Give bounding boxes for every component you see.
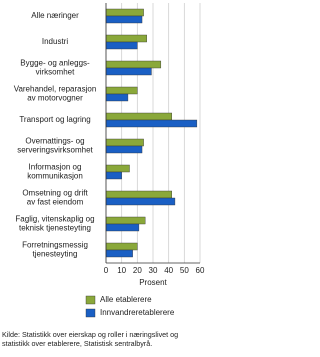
x-tick-label: 0: [104, 266, 109, 275]
bar: [105, 41, 138, 50]
x-tick-label: 40: [164, 266, 173, 275]
y-tick-label: Transport og lagring: [19, 115, 90, 124]
legend-label: Alle etablerere: [100, 295, 152, 304]
bar: [105, 112, 173, 121]
y-tick-label: Forretningsmessig tjenesteyting: [22, 241, 88, 259]
bar: [105, 197, 176, 206]
x-tick-label: 20: [133, 266, 142, 275]
bar: [105, 93, 129, 102]
legend-swatch: [85, 308, 96, 318]
y-tick-label: Omsetning og drift av fast eiendom: [22, 189, 88, 207]
bar: [105, 249, 133, 258]
y-tick-label: Bygge- og anleggs-virksomhet: [20, 59, 90, 77]
y-tick-label: Overnattings- og serveringsvirksomhet: [17, 137, 93, 155]
chart: 0 10 20 30 40 50 60 Alle næringer Industri Bygge-…: [14, 3, 205, 318]
bar: [105, 60, 162, 69]
bar: [105, 216, 146, 225]
y-tick-label: Faglig, vitenskaplig og teknisk tjenestey…: [15, 215, 94, 233]
bar: [105, 223, 140, 232]
bar: [105, 34, 147, 43]
x-axis-label: Prosent: [139, 278, 167, 287]
y-tick-label: Industri: [42, 37, 68, 46]
legend-label: Innvandreretablerere: [100, 308, 175, 317]
y-tick-label: Informasjon og kommunikasjon: [27, 163, 83, 181]
bar: [105, 8, 144, 17]
x-tick-label: 60: [196, 266, 205, 275]
bar: [105, 138, 144, 147]
x-tick-label: 50: [180, 266, 189, 275]
y-tick-label: Varehandel, reparasjon av motorvogner: [14, 85, 97, 103]
bar: [105, 164, 130, 173]
bar: [105, 171, 122, 180]
source-note: Kilde: Statistikk over eierskap og rolle…: [2, 330, 179, 348]
bar: [105, 145, 143, 154]
y-tick-label: Alle næringer: [31, 11, 79, 20]
bar: [105, 242, 138, 251]
legend-swatch: [85, 295, 96, 305]
bar: [105, 119, 198, 128]
x-tick-label: 30: [149, 266, 158, 275]
x-tick-label: 10: [117, 266, 126, 275]
bar: [105, 86, 138, 95]
bar: [105, 15, 143, 24]
bar: [105, 67, 152, 76]
page: 0 10 20 30 40 50 60 Alle næringer Industri Bygge-…: [2, 3, 205, 348]
bar: [105, 190, 173, 199]
